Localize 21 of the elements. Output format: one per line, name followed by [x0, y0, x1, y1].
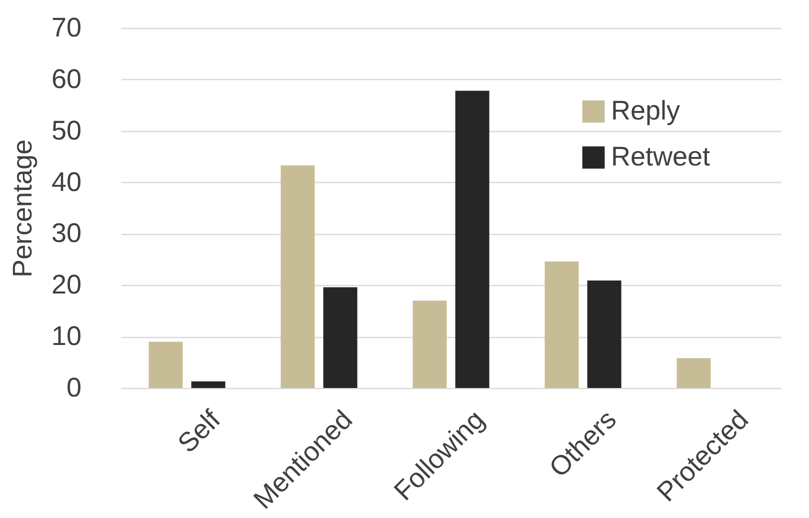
y-tick-label: 70 [51, 12, 82, 42]
bar [412, 300, 447, 388]
bar [455, 90, 490, 388]
bar [587, 280, 622, 388]
legend-label: Retweet [611, 142, 711, 172]
bar [544, 261, 579, 388]
y-axis-title: Percentage [7, 139, 38, 278]
legend-label: Reply [611, 96, 681, 126]
y-tick-label: 40 [51, 166, 82, 197]
y-tick-label: 10 [51, 321, 82, 352]
y-tick-label: 20 [51, 270, 82, 300]
bar [191, 381, 226, 388]
bar [323, 287, 358, 388]
y-tick-label: 30 [51, 218, 82, 248]
bar [280, 165, 315, 388]
bar [148, 342, 183, 388]
x-tick-label: Self [172, 404, 226, 458]
y-tick-label: 50 [51, 115, 82, 146]
bar [676, 358, 711, 388]
y-tick-label: 60 [51, 64, 82, 94]
y-tick-label: 0 [66, 372, 82, 402]
